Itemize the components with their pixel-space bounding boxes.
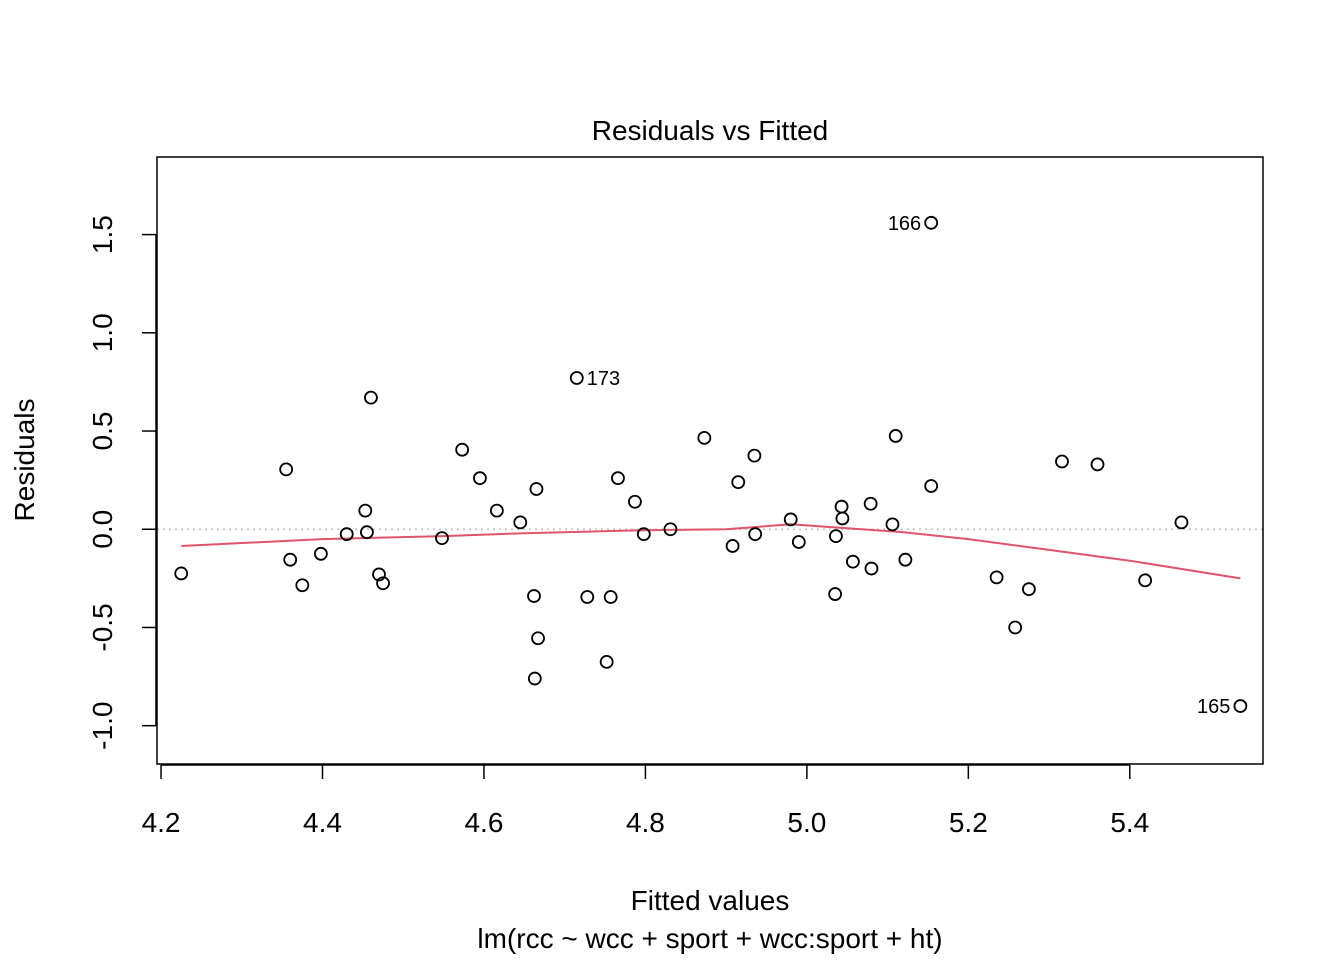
data-point [1174,515,1189,530]
data-point [372,567,386,582]
data-point [748,527,763,542]
y-tick-label: -0.5 [87,603,118,651]
data-point [791,535,806,549]
y-tick-label: 0.5 [87,412,118,451]
data-point [455,442,470,457]
data-point [697,431,712,445]
y-axis: -1.0 -0.5 0.0 0.5 1.0 1.5 [87,215,157,750]
data-point [364,390,378,405]
data-point [527,589,541,603]
data-point [603,590,618,604]
chart-title: Residuals vs Fitted [592,115,829,146]
data-point [599,654,614,669]
data-point [1021,582,1036,597]
x-axis: 4.2 4.4 4.6 4.8 5.0 5.2 5.4 [142,764,1149,838]
data-point [358,503,373,518]
data-point [747,448,762,463]
data-layer: 173 166 165 [157,213,1263,718]
data-point [924,479,939,493]
x-tick-label: 4.8 [626,807,665,838]
data-point [339,527,354,542]
data-point [359,525,374,540]
plot-frame [156,156,1264,765]
data-point [885,517,900,532]
x-axis-title: Fitted values [631,885,790,916]
data-point [829,529,843,544]
x-tick-label: 5.0 [787,807,826,838]
data-point [279,462,294,477]
data-point [1233,699,1248,713]
data-point [731,475,746,490]
point-label-165: 165 [1197,696,1230,718]
x-tick-label: 4.6 [464,807,503,838]
data-point [489,503,504,518]
data-point [531,631,545,646]
data-point [898,552,913,567]
data-point [1090,457,1105,472]
data-point [924,215,939,230]
data-point [313,546,328,561]
data-point [725,539,740,553]
data-point [295,578,310,593]
data-point [527,671,542,686]
data-point [513,515,528,530]
data-point [888,429,903,443]
y-tick-label: -1.0 [87,702,118,750]
data-point [783,512,798,527]
data-point [174,566,189,581]
data-point [435,531,449,545]
y-tick-label: 0.0 [87,510,118,549]
x-tick-label: 5.4 [1110,807,1149,838]
data-point [989,570,1004,585]
data-point [663,522,678,537]
data-point [828,587,843,601]
smooth-line [181,523,1241,580]
data-point [1008,620,1023,635]
model-formula-subtitle: lm(rcc ~ wcc + sport + wcc:sport + ht) [477,923,942,954]
data-point [636,527,651,542]
data-point [611,471,625,486]
data-point [835,511,850,526]
data-point [283,552,298,567]
data-point [628,494,642,509]
data-point [529,482,544,496]
data-point [569,371,584,385]
x-tick-label: 4.2 [142,807,181,838]
x-tick-label: 5.2 [949,807,988,838]
data-point [863,496,878,511]
x-tick-label: 4.4 [303,807,342,838]
data-point [1055,454,1069,469]
data-point [376,576,390,591]
point-label-173: 173 [587,368,620,390]
data-point [864,561,879,576]
data-point [1138,573,1153,588]
y-tick-label: 1.5 [87,215,118,254]
data-point [473,471,487,486]
y-axis-title: Residuals [9,399,40,522]
point-label-166: 166 [888,213,921,235]
data-point [845,554,860,569]
data-point [580,590,595,604]
y-tick-label: 1.0 [87,313,118,352]
